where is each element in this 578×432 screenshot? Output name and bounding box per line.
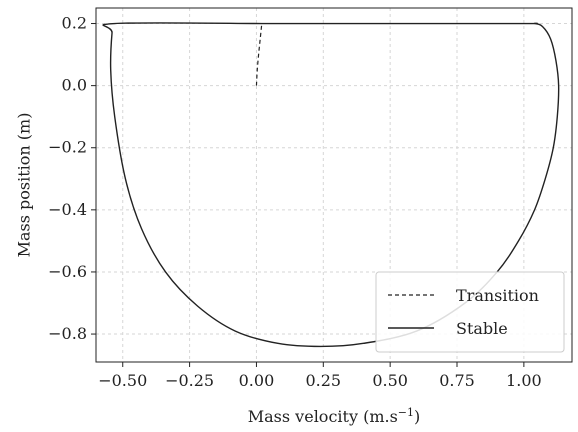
x-tick-label: 0.00	[239, 371, 275, 390]
x-tick-label: −0.50	[98, 371, 147, 390]
y-tick-label: −0.4	[48, 200, 87, 219]
y-tick-label: 0.2	[62, 14, 87, 33]
legend-label-stable: Stable	[456, 319, 508, 338]
x-tick-label: 0.75	[439, 371, 475, 390]
legend-box	[375, 271, 565, 353]
y-tick-label: −0.6	[48, 262, 87, 281]
y-tick-label: −0.8	[48, 324, 87, 343]
plot-frame	[95, 7, 573, 363]
x-axis-label-close: )	[414, 407, 420, 426]
x-axis-label: Mass velocity (m.s−1)	[248, 406, 421, 427]
x-tick-label: −0.25	[165, 371, 214, 390]
x-axis-label-main: Mass velocity (m.s	[248, 407, 398, 426]
y-axis-ticks: 0.2 0.0 −0.2 −0.4 −0.6 −0.8	[48, 14, 96, 343]
x-axis-ticks: −0.50 −0.25 0.00 0.25 0.50 0.75 1.00	[98, 362, 542, 390]
x-tick-label: 0.25	[305, 371, 341, 390]
legend: Transition Stable	[375, 271, 565, 353]
x-tick-label: 0.50	[372, 371, 408, 390]
x-axis-label-exponent: −1	[398, 406, 414, 419]
series-line-transition	[255, 23, 263, 86]
legend-label-transition: Transition	[456, 286, 539, 305]
y-axis-label: Mass position (m)	[15, 113, 34, 258]
y-tick-label: −0.2	[48, 138, 87, 157]
y-tick-label: 0.0	[62, 76, 87, 95]
x-tick-label: 1.00	[506, 371, 542, 390]
